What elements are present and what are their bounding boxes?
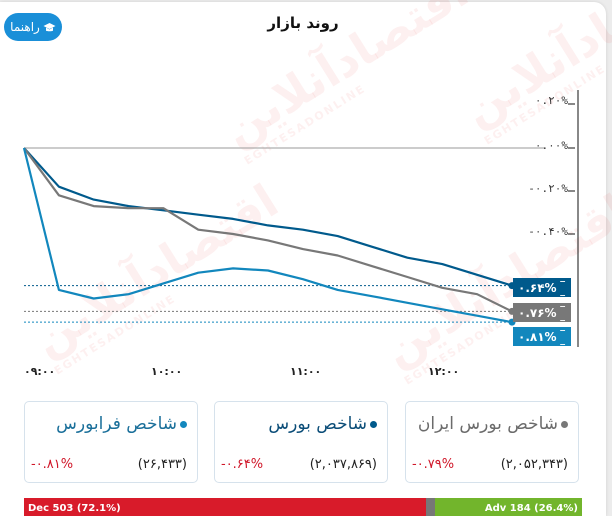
declining-segment: Dec 503 (72.1%): [24, 498, 427, 516]
index-value: (۲,۰۳۷,۸۶۹): [309, 457, 377, 472]
last-value-flag-farabourse: ۰.۸۱% – –: [513, 323, 571, 351]
index-value: (۲,۰۵۲,۳۴۳): [500, 457, 568, 472]
y-tick: ۰.۲۰%: [534, 94, 568, 107]
advancing-segment: Adv 184 (26.4%): [434, 498, 582, 516]
y-tick: -۰.۲۰%: [528, 182, 568, 195]
y-tick: ۰.۰۰%: [534, 139, 568, 152]
index-name: شاخص بورس: [268, 414, 377, 434]
x-tick: ۱۱:۰۰: [290, 365, 322, 378]
last-value-flag-iran: ۰.۷۶% – –: [513, 299, 571, 327]
index-value: (۲۶,۴۳۳): [137, 457, 187, 472]
index-card-bourse[interactable]: شاخص بورس (۲,۰۳۷,۸۶۹) -۰.۶۴%: [214, 401, 388, 483]
page-title: روند بازار: [267, 14, 339, 32]
help-button-label: راهنما: [10, 20, 40, 34]
series-dot-icon: [370, 420, 377, 428]
index-change: -۰.۸۱%: [31, 457, 74, 472]
graduation-cap-icon: [43, 22, 56, 31]
index-name: شاخص فرابورس: [56, 414, 187, 434]
index-card-iran[interactable]: شاخص بورس ایران (۲,۰۵۲,۳۴۳) -۰.۷۹%: [405, 401, 579, 483]
market-trend-chart: ۰.۲۰% ۰.۰۰% -۰.۲۰% -۰.۴۰% ۰۹:۰۰ ۱۰:۰۰ ۱۱…: [0, 82, 612, 382]
unchanged-segment: [426, 498, 435, 516]
last-value-flag-bourse: ۰.۶۴% – –: [513, 274, 571, 302]
help-button[interactable]: راهنما: [4, 13, 62, 41]
x-tick: ۰۹:۰۰: [24, 365, 56, 378]
market-breadth-bar: Dec 503 (72.1%) Adv 184 (26.4%): [24, 498, 582, 516]
index-cards: شاخص فرابورس (۲۶,۴۳۳) -۰.۸۱% شاخص بورس (…: [24, 401, 582, 485]
series-dot-icon: [180, 420, 187, 428]
index-card-farabourse[interactable]: شاخص فرابورس (۲۶,۴۳۳) -۰.۸۱%: [24, 401, 198, 483]
y-tick: -۰.۴۰%: [528, 225, 568, 238]
x-tick: ۱۰:۰۰: [151, 365, 183, 378]
index-change: -۰.۶۴%: [221, 457, 264, 472]
series-dot-icon: [561, 420, 568, 428]
index-name: شاخص بورس ایران: [418, 414, 568, 434]
index-change: -۰.۷۹%: [412, 457, 455, 472]
x-tick: ۱۲:۰۰: [428, 365, 460, 378]
